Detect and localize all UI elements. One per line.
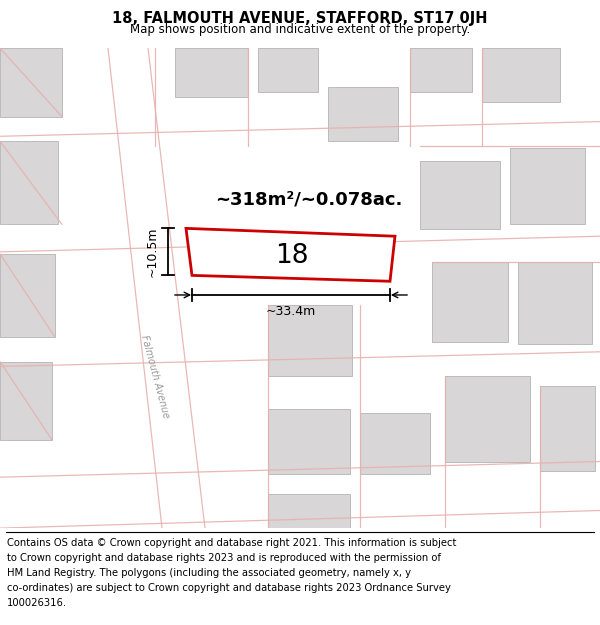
Text: 18, FALMOUTH AVENUE, STAFFORD, ST17 0JH: 18, FALMOUTH AVENUE, STAFFORD, ST17 0JH bbox=[112, 11, 488, 26]
Polygon shape bbox=[445, 376, 530, 461]
Text: Falmouth Avenue: Falmouth Avenue bbox=[139, 334, 171, 419]
Polygon shape bbox=[0, 254, 55, 337]
Polygon shape bbox=[0, 362, 52, 440]
Text: Contains OS data © Crown copyright and database right 2021. This information is : Contains OS data © Crown copyright and d… bbox=[7, 538, 457, 548]
Polygon shape bbox=[482, 48, 560, 102]
Polygon shape bbox=[258, 48, 318, 92]
Polygon shape bbox=[518, 262, 592, 344]
Polygon shape bbox=[410, 48, 472, 92]
Polygon shape bbox=[360, 412, 430, 474]
Polygon shape bbox=[186, 228, 395, 281]
Polygon shape bbox=[268, 494, 350, 528]
Text: ~318m²/~0.078ac.: ~318m²/~0.078ac. bbox=[215, 191, 403, 209]
Polygon shape bbox=[420, 161, 500, 229]
Text: Map shows position and indicative extent of the property.: Map shows position and indicative extent… bbox=[130, 23, 470, 36]
Polygon shape bbox=[268, 305, 352, 376]
Polygon shape bbox=[0, 141, 58, 224]
Polygon shape bbox=[0, 48, 62, 117]
Text: co-ordinates) are subject to Crown copyright and database rights 2023 Ordnance S: co-ordinates) are subject to Crown copyr… bbox=[7, 583, 451, 593]
Polygon shape bbox=[432, 262, 508, 342]
Text: HM Land Registry. The polygons (including the associated geometry, namely x, y: HM Land Registry. The polygons (includin… bbox=[7, 568, 411, 578]
Polygon shape bbox=[540, 386, 595, 471]
Polygon shape bbox=[328, 88, 398, 141]
Text: to Crown copyright and database rights 2023 and is reproduced with the permissio: to Crown copyright and database rights 2… bbox=[7, 553, 441, 563]
Polygon shape bbox=[175, 48, 248, 97]
Polygon shape bbox=[510, 148, 585, 224]
Text: 100026316.: 100026316. bbox=[7, 598, 67, 608]
Text: ~33.4m: ~33.4m bbox=[266, 305, 316, 318]
Polygon shape bbox=[268, 409, 350, 474]
Text: ~10.5m: ~10.5m bbox=[146, 227, 159, 277]
Text: 18: 18 bbox=[275, 242, 309, 269]
